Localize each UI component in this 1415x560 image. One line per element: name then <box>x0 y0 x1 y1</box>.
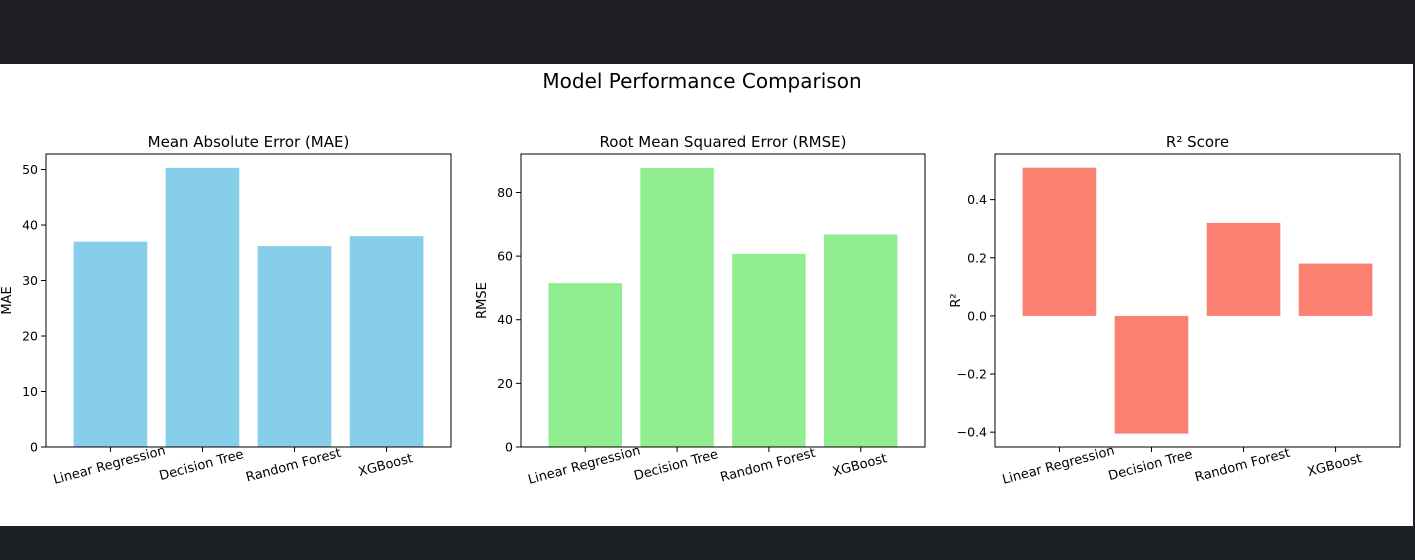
x-tick-label: Linear Regression <box>527 443 643 487</box>
figure-canvas: Model Performance Comparison Mean Absolu… <box>0 64 1413 526</box>
bar-decision-tree <box>1114 315 1189 434</box>
y-axis-label: RMSE <box>475 282 490 319</box>
x-tick-label: Decision Tree <box>158 447 246 484</box>
chart-title: R² Score <box>1166 133 1229 151</box>
y-tick-label: −0.2 <box>957 367 987 382</box>
x-tick-label: XGBoost <box>831 451 889 480</box>
bar-linear-regression <box>548 283 622 447</box>
y-tick-label: 0.4 <box>967 192 987 207</box>
y-tick-label: 40 <box>497 312 513 327</box>
bar-xgboost <box>824 234 898 447</box>
y-axis-label: R² <box>949 293 964 307</box>
y-tick-label: 50 <box>22 162 38 177</box>
y-axis-label: MAE <box>0 286 15 314</box>
bar-linear-regression <box>1022 167 1097 316</box>
axes-frame <box>45 153 452 448</box>
chart-title: Mean Absolute Error (MAE) <box>148 133 350 151</box>
bar-xgboost <box>1298 263 1373 316</box>
bar-linear-regression <box>73 241 148 447</box>
x-tick-label: Decision Tree <box>632 447 720 484</box>
y-tick-label: 0.2 <box>967 250 987 265</box>
y-tick-label: 0.0 <box>967 308 987 323</box>
x-tick-label: Decision Tree <box>1107 447 1195 484</box>
bar-xgboost <box>349 236 424 447</box>
x-tick-label: Random Forest <box>719 446 817 486</box>
figure-suptitle: Model Performance Comparison <box>542 69 861 93</box>
x-tick-label: Linear Regression <box>52 443 168 487</box>
bar-random-forest <box>1206 222 1281 316</box>
y-tick-label: 60 <box>497 249 513 264</box>
y-tick-label: 30 <box>22 273 38 288</box>
chart-title: Root Mean Squared Error (RMSE) <box>600 133 847 151</box>
y-tick-label: 80 <box>497 185 513 200</box>
chart-panel-2: Root Mean Squared Error (RMSE) 0 20 40 60 80 L… <box>475 133 926 488</box>
y-tick-label: 20 <box>497 376 513 391</box>
y-tick-label: 0 <box>505 440 513 455</box>
y-tick-label: 10 <box>22 384 38 399</box>
right-edge-strip <box>1413 64 1415 526</box>
y-tick-label: 0 <box>30 440 38 455</box>
bar-decision-tree <box>640 167 714 447</box>
chart-panel-3: R² Score −0.4 −0.2 0.0 0.2 0.4 Linear Regressi… <box>949 133 1401 488</box>
top-dark-bar <box>0 0 1415 64</box>
chart-panel-1: Mean Absolute Error (MAE) 0 10 20 30 40 50 Line… <box>0 133 452 488</box>
x-tick-label: XGBoost <box>1306 451 1364 480</box>
x-tick-label: XGBoost <box>357 451 415 480</box>
x-tick-label: Random Forest <box>244 446 342 486</box>
bar-random-forest <box>257 246 332 447</box>
figure-svg: Model Performance Comparison Mean Absolu… <box>0 69 1401 488</box>
y-tick-label: 40 <box>22 218 38 233</box>
bar-random-forest <box>732 253 806 447</box>
y-tick-label: −0.4 <box>957 425 987 440</box>
charts-group: Mean Absolute Error (MAE) 0 10 20 30 40 50 Line… <box>0 133 1401 488</box>
x-tick-label: Random Forest <box>1193 446 1291 486</box>
bar-decision-tree <box>165 167 240 447</box>
bottom-dark-bar <box>0 526 1415 560</box>
y-tick-label: 20 <box>22 329 38 344</box>
axes-frame <box>520 153 926 448</box>
axes-frame <box>994 153 1401 448</box>
x-tick-label: Linear Regression <box>1001 443 1117 487</box>
